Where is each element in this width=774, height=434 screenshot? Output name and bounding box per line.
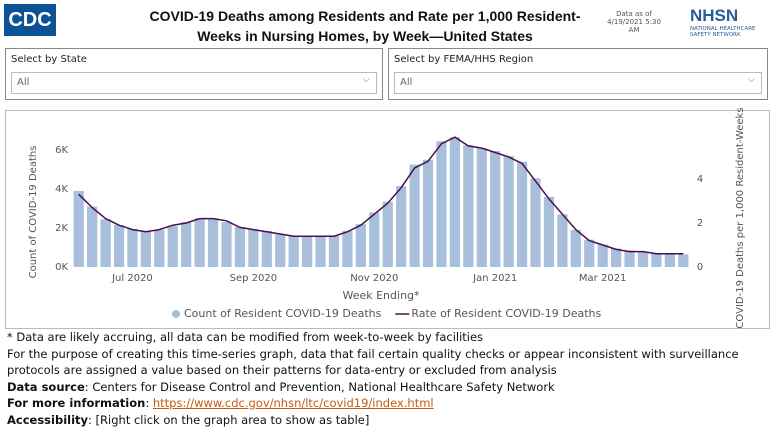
x-tick-label: Jan 2021 [472,273,517,284]
nhsn-name: NATIONAL HEALTHCARE SAFETY NETWORK [690,26,756,38]
bar [490,150,501,267]
bar [597,244,608,267]
bar [113,225,125,267]
bar [194,218,205,267]
accessibility: Accessibility: [Right click on the graph… [7,412,767,429]
bar [678,254,689,267]
bar [181,222,192,267]
bar [328,235,340,267]
cdc-logo[interactable]: CDC [4,4,56,36]
bar [369,212,380,267]
footnote: * Data are likely accruing, all data can… [7,330,484,344]
label: For more information [7,396,146,410]
bar [355,224,366,267]
y-tick-label: 2K [55,223,68,234]
text: : Centers for Disease Control and Preven… [84,379,555,394]
state-filter: Select by State All [5,48,383,100]
bar [409,164,420,267]
bar [516,161,528,267]
bar [315,236,326,267]
y2-tick-label: 4 [697,174,703,185]
bar [140,231,151,267]
bar [543,196,555,267]
notes: * Data are likely accruing, all data can… [7,329,767,428]
region-filter: Select by FEMA/HHS Region All [388,48,768,100]
bar [449,137,460,267]
bar [557,214,568,267]
y-tick-label: 4K [55,184,68,195]
source: Data source: Centers for Disease Control… [7,379,767,396]
bar [167,226,178,267]
chart-panel [5,110,770,329]
bar [261,230,272,267]
bar [651,253,662,267]
bar [100,219,111,267]
bar [87,206,98,267]
bar [73,190,84,267]
y-axis-title: Count of COVID-19 Deaths [28,146,39,279]
bar [382,201,393,267]
bar [422,159,434,267]
bar [624,250,635,267]
title: COVID-19 Deaths among Residents and Rate… [149,8,581,44]
label: Data source [7,379,85,394]
info: For more information: https://www.cdc.go… [7,395,767,412]
x-tick-label: Nov 2020 [350,273,398,284]
link[interactable]: https://www.cdc.gov/nhsn/ltc/covid19/ind… [152,396,434,410]
x-tick-label: Mar 2021 [579,273,627,284]
nhsn-logo[interactable]: NHSN [690,6,739,25]
bar [584,239,595,267]
bar [234,227,246,267]
bar [463,145,474,267]
bar [248,228,259,267]
bar [570,229,581,267]
y-tick-label: 6K [55,145,68,156]
y2-axis-title: COVID-19 Deaths per 1,000 Resident-Weeks [735,107,746,328]
bar [611,248,622,267]
legend-label: Count of Resident COVID-19 Deaths [184,307,382,320]
bar [396,186,407,267]
dropdown[interactable]: All [394,70,762,94]
bar [503,155,514,267]
chart: Count of COVID-19 Deaths Week Ending* CO… [28,107,746,328]
filter-label: Select by FEMA/HHS Region [394,54,534,65]
legend-label: Rate of Resident COVID-19 Deaths [411,307,601,320]
x-tick-label: Sep 2020 [230,273,277,284]
legend-marker [172,310,180,318]
text: : [Right click on the graph area to show… [88,412,370,427]
y-tick-label: 0K [55,262,68,273]
bar [288,235,299,267]
bar [342,230,353,267]
bar [530,178,541,267]
text: : [145,396,153,410]
bar [664,253,675,267]
bar [436,141,447,267]
y2-tick-label: 2 [697,218,703,229]
bar [637,252,649,267]
bar [154,229,165,267]
bar [476,148,487,267]
y2-tick-label: 0 [697,262,703,273]
filter-label: Select by State [11,54,87,65]
bar [127,228,138,267]
data-date: Data as of 4/19/2021 5:30 AM [607,10,661,34]
x-tick-label: Jul 2020 [111,273,153,284]
bar [207,218,219,267]
purpose: For the purpose of creating this time-se… [7,346,739,378]
bar [302,236,313,267]
bar [275,233,286,267]
bar [221,222,232,267]
label: Accessibility [7,412,89,427]
x-axis-title: Week Ending* [342,289,420,302]
line [78,136,684,255]
dropdown[interactable]: All [11,70,377,94]
